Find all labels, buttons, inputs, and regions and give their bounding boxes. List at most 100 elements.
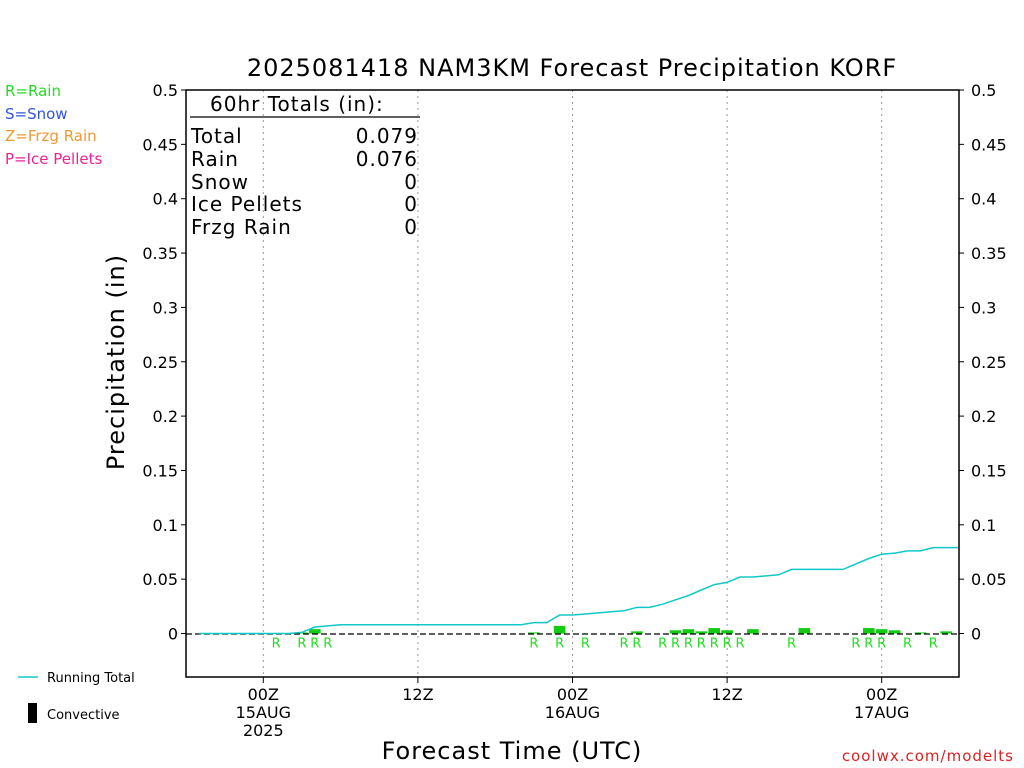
ptype-marker-rain: R — [697, 637, 706, 652]
convective-swatch — [28, 703, 37, 723]
legend-frzg-rain: Z=Frzg Rain — [5, 127, 97, 145]
chart-title: 2025081418 NAM3KM Forecast Precipitation… — [247, 54, 897, 82]
convective-label: Convective — [47, 708, 120, 723]
ptype-marker-rain: R — [632, 637, 641, 652]
ptype-marker-rain: R — [620, 637, 629, 652]
totals-label-rain: Rain — [191, 147, 239, 171]
precip-bar — [695, 631, 708, 634]
y-tick-label-right: 0.1 — [971, 516, 996, 535]
totals-label-total: Total — [190, 124, 243, 148]
totals-title: 60hr Totals (in): — [210, 92, 384, 116]
y-tick-label-left: 0 — [168, 625, 178, 644]
precip-bar — [669, 630, 682, 634]
running-total-label: Running Total — [47, 671, 135, 686]
ptype-marker-rain: R — [581, 637, 590, 652]
precip-bar — [914, 632, 927, 634]
running-total-line — [198, 546, 959, 635]
y-tick-label-left: 0.25 — [142, 353, 178, 372]
x-tick-label: 00Z — [557, 685, 588, 704]
ptype-marker-rain: R — [310, 637, 319, 652]
y-tick-label-right: 0.4 — [971, 190, 996, 209]
y-tick-label-left: 0.05 — [142, 570, 178, 589]
legend-bottom: Running Total Convective — [18, 671, 135, 723]
y-ticks-right: 0.5 0.45 0.4 0.35 0.3 0.25 0.2 0.15 0.1 0.05 0 — [959, 81, 1007, 644]
y-tick-label-right: 0.05 — [971, 570, 1007, 589]
x-axis-label: Forecast Time (UTC) — [382, 737, 643, 765]
y-tick-label-left: 0.35 — [142, 244, 178, 263]
credit-text: coolwx.com/modelts — [842, 747, 1014, 765]
legend-snow: S=Snow — [5, 105, 68, 123]
y-tick-label-right: 0.25 — [971, 353, 1007, 372]
precip-bar — [798, 628, 811, 634]
totals-value-frzg-rain: 0 — [404, 215, 418, 239]
y-tick-label-right: 0.3 — [971, 298, 996, 317]
precip-bar — [888, 630, 901, 634]
ptype-marker-rain: R — [723, 637, 732, 652]
y-ticks-left: 0.5 0.45 0.4 0.35 0.3 0.25 0.2 0.15 0.1 0.05 0 — [142, 81, 186, 644]
y-tick-label-right: 0.2 — [971, 407, 996, 426]
y-tick-label-right: 0.45 — [971, 135, 1007, 154]
grid-lines — [262, 90, 883, 677]
totals-label-snow: Snow — [191, 170, 249, 194]
y-tick-label-left: 0.5 — [153, 81, 178, 100]
ptype-marker-rain: R — [684, 637, 693, 652]
ptype-marker-rain: R — [864, 637, 873, 652]
totals-label-ice-pellets: Ice Pellets — [191, 192, 303, 216]
precip-bar — [940, 631, 952, 634]
precip-bar — [708, 628, 721, 634]
totals-label-frzg-rain: Frzg Rain — [191, 215, 292, 239]
totals-value-total: 0.079 — [356, 124, 418, 148]
precip-bar — [721, 630, 733, 634]
y-tick-label-left: 0.15 — [142, 461, 178, 480]
totals-value-rain: 0.076 — [356, 147, 418, 171]
precip-bar — [875, 629, 888, 634]
ptype-marker-rain: R — [851, 637, 860, 652]
ptype-marker-rain: R — [555, 637, 564, 652]
y-tick-label-right: 0 — [971, 625, 981, 644]
y-axis-label: Precipitation (in) — [102, 254, 130, 470]
y-tick-label-right: 0.5 — [971, 81, 996, 100]
ptype-marker-rain: R — [658, 637, 667, 652]
y-tick-label-right: 0.35 — [971, 244, 1007, 263]
ptype-marker-rain: R — [710, 637, 719, 652]
totals-box: 60hr Totals (in): Total 0.079 Rain 0.076… — [190, 92, 420, 239]
ptype-marker-rain: R — [929, 637, 938, 652]
x-tick-label: 12Z — [711, 685, 742, 704]
y-tick-label-left: 0.45 — [142, 135, 178, 154]
ptype-marker-rain: R — [529, 637, 538, 652]
ptype-marker-rain: R — [903, 637, 912, 652]
totals-value-ice-pellets: 0 — [404, 192, 418, 216]
precip-bar — [528, 632, 540, 634]
ptype-marker-rain: R — [297, 637, 306, 652]
precip-bar — [682, 629, 695, 634]
precip-bar — [631, 631, 643, 634]
precip-bar — [747, 629, 759, 634]
totals-value-snow: 0 — [404, 170, 418, 194]
y-tick-label-left: 0.3 — [153, 298, 178, 317]
ptype-marker-rain: R — [877, 637, 886, 652]
ptype-marker-rain: R — [323, 637, 332, 652]
y-tick-label-left: 0.4 — [153, 190, 178, 209]
x-tick-label: 2025 — [243, 721, 284, 740]
legend-ice-pellets: P=Ice Pellets — [5, 150, 102, 168]
precip-bar — [309, 629, 321, 634]
y-tick-label-left: 0.2 — [153, 407, 178, 426]
x-tick-label: 15AUG — [236, 703, 291, 722]
precip-bar — [553, 625, 566, 634]
legend-ptype: R=Rain S=Snow Z=Frzg Rain P=Ice Pellets — [5, 82, 102, 168]
x-tick-label: 00Z — [866, 685, 897, 704]
precip-bars — [296, 625, 952, 634]
x-tick-label: 16AUG — [545, 703, 600, 722]
y-tick-label-left: 0.1 — [153, 516, 178, 535]
y-tick-label-right: 0.15 — [971, 461, 1007, 480]
x-tick-label: 17AUG — [854, 703, 909, 722]
ptype-marker-rain: R — [671, 637, 680, 652]
x-tick-label: 00Z — [248, 685, 279, 704]
legend-rain: R=Rain — [5, 82, 61, 100]
ptype-marker-rain: R — [787, 637, 796, 652]
x-tick-label: 12Z — [402, 685, 433, 704]
ptype-marker-rain: R — [735, 637, 744, 652]
